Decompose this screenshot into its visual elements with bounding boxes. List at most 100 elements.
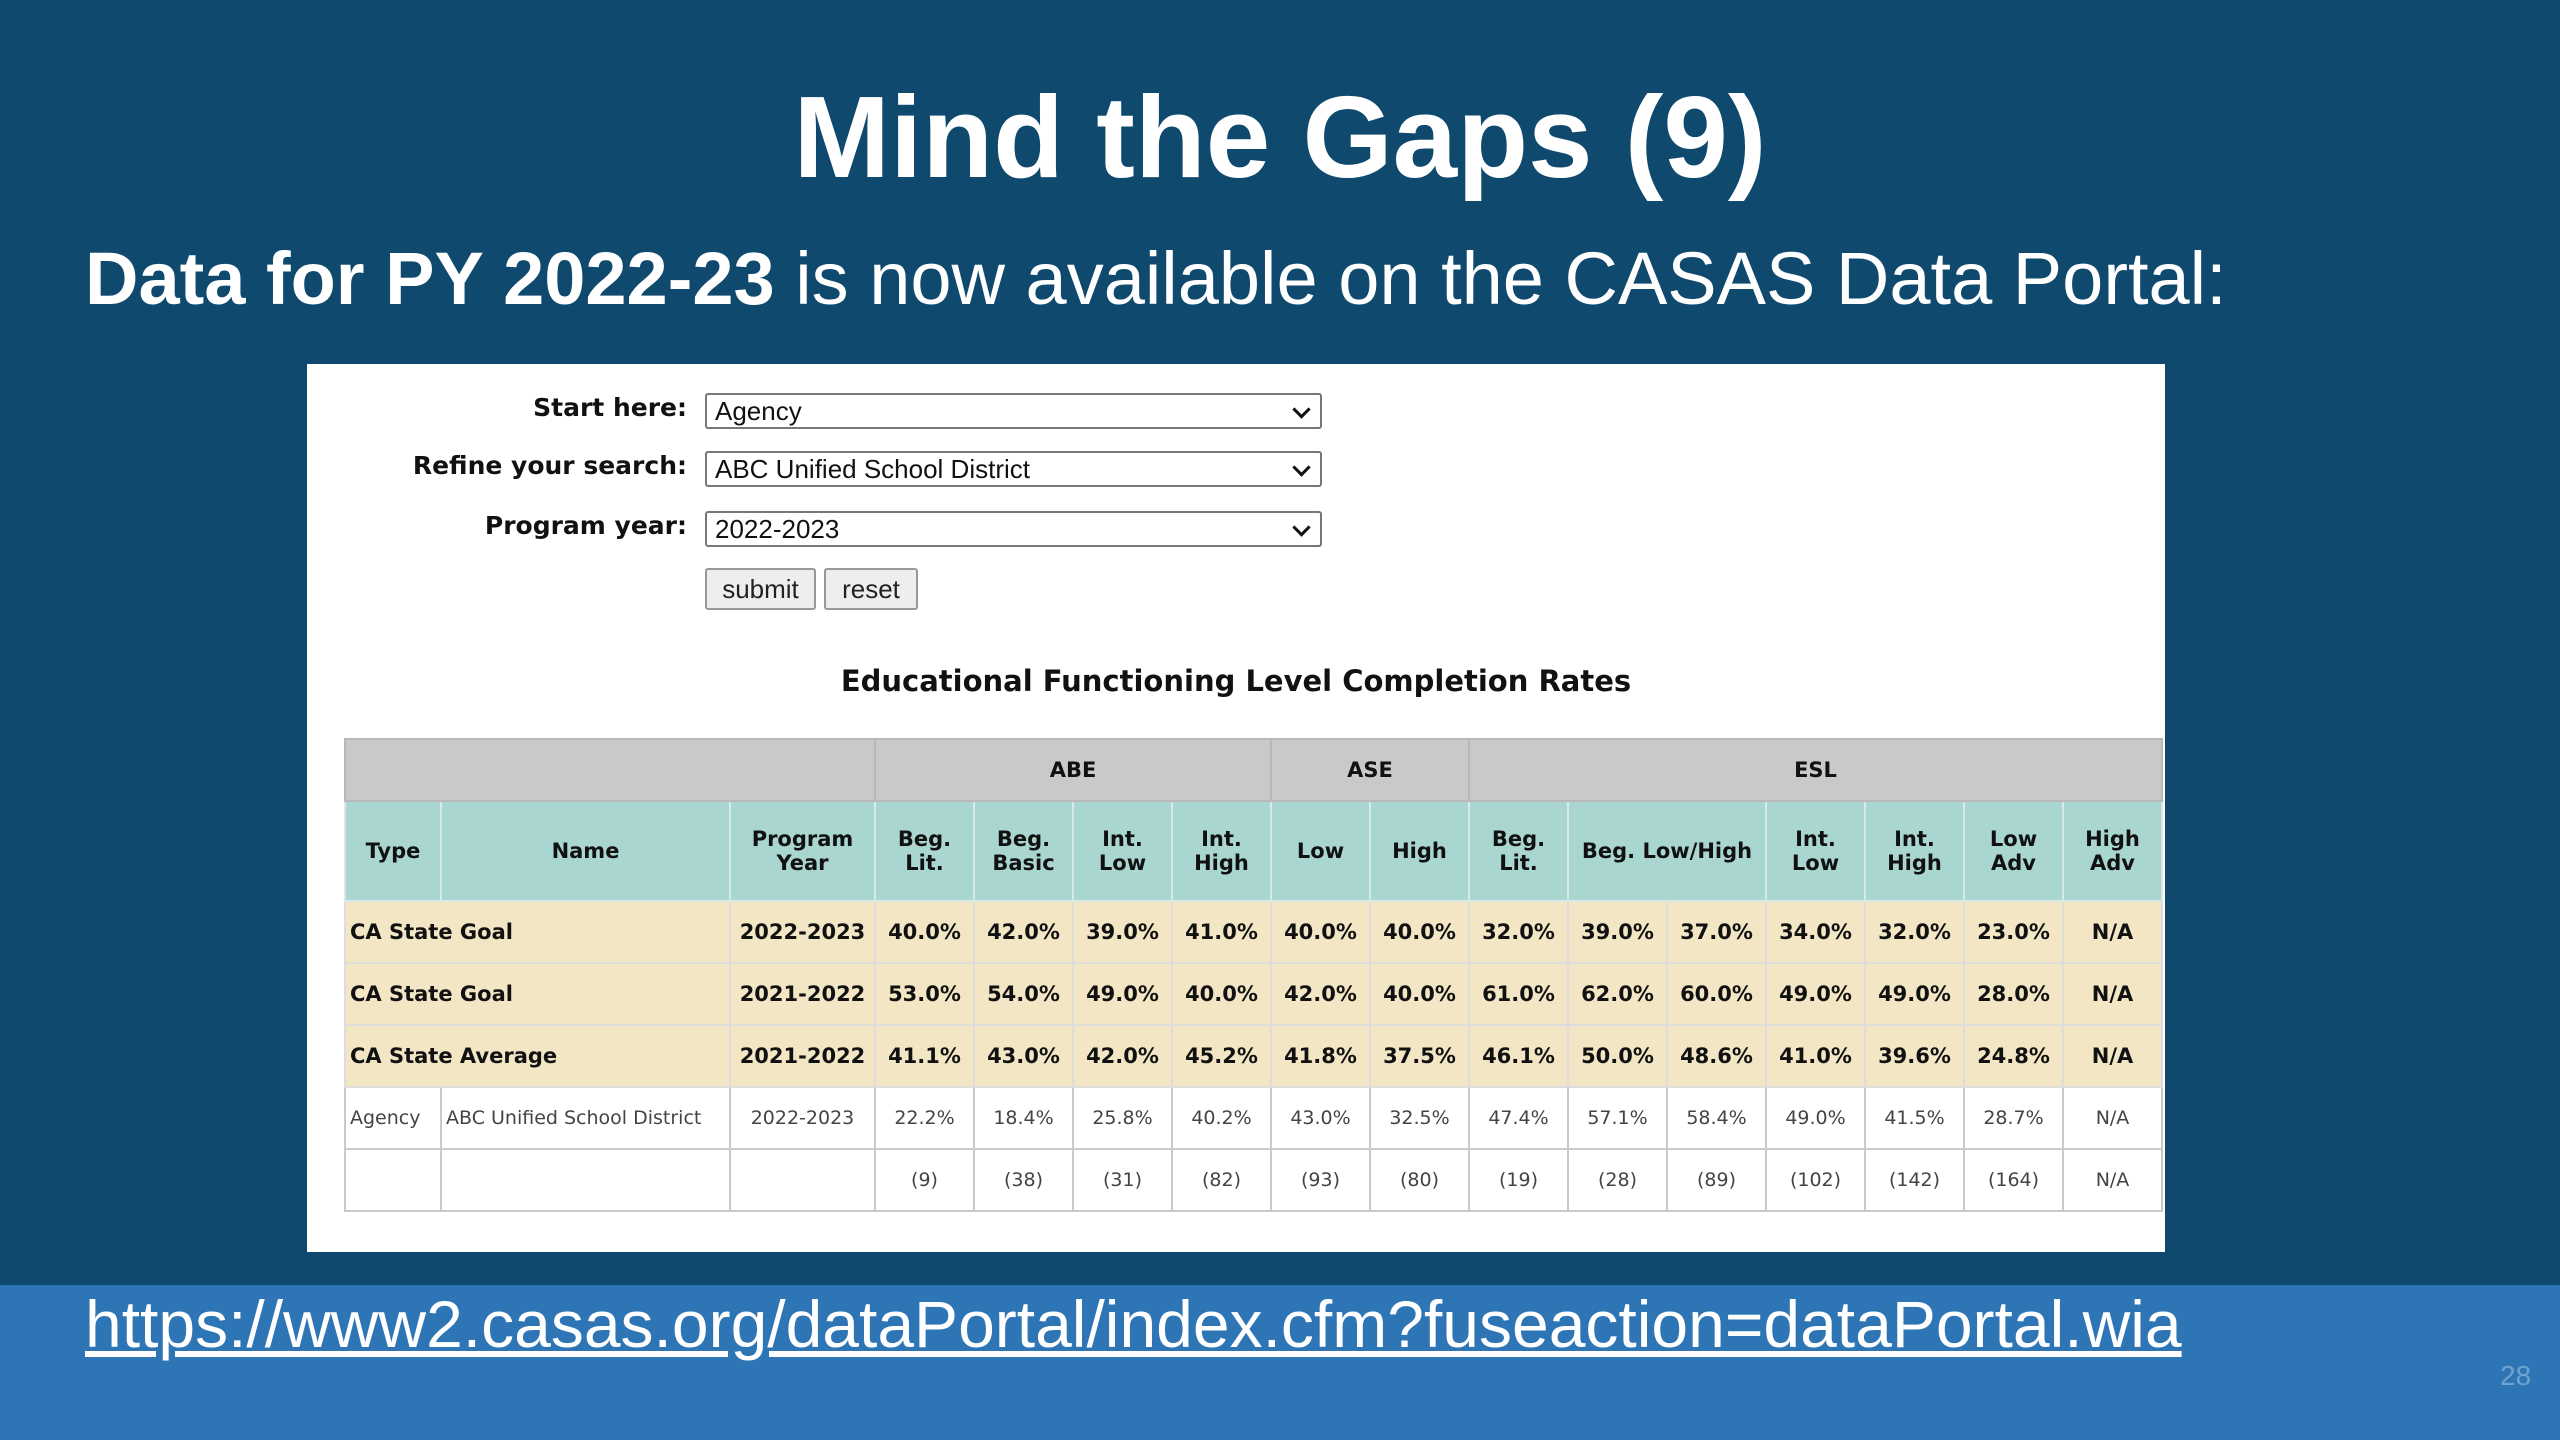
table-cell: (9)	[874, 1148, 975, 1212]
table-cell: N/A	[2062, 1148, 2163, 1212]
slide-title: Mind the Gaps (9)	[793, 72, 1767, 202]
table-cell: 41.0%	[1765, 1024, 1866, 1088]
table-cell: 39.6%	[1864, 1024, 1965, 1088]
column-header: Type	[344, 800, 442, 902]
table-cell: 54.0%	[973, 962, 1074, 1026]
table-cell: 45.2%	[1171, 1024, 1272, 1088]
column-header: Name	[440, 800, 731, 902]
table-cell: 62.0%	[1567, 962, 1668, 1026]
table-cell: Agency	[344, 1086, 442, 1150]
page-number: 28	[2500, 1360, 2532, 1391]
table-cell: 53.0%	[874, 962, 975, 1026]
select[interactable]: ABC Unified School District	[705, 451, 1322, 487]
table-cell: 32.0%	[1468, 900, 1569, 964]
table-cell: (102)	[1765, 1148, 1866, 1212]
group-header: ABE	[874, 738, 1272, 802]
table-cell: 57.1%	[1567, 1086, 1668, 1150]
table-cell: 49.0%	[1765, 962, 1866, 1026]
select[interactable]: Agency	[705, 393, 1322, 429]
table-cell: ABC Unified School District	[440, 1086, 731, 1150]
table-cell: 47.4%	[1468, 1086, 1569, 1150]
table-cell: 42.0%	[1270, 962, 1371, 1026]
field-label: Start here:	[533, 393, 687, 422]
table-cell: N/A	[2062, 900, 2163, 964]
table-cell: 58.4%	[1666, 1086, 1767, 1150]
table-cell: 41.1%	[874, 1024, 975, 1088]
table-cell: 46.1%	[1468, 1024, 1569, 1088]
column-header: Beg. Lit.	[874, 800, 975, 902]
table-cell: (93)	[1270, 1148, 1371, 1212]
table-cell: 40.2%	[1171, 1086, 1272, 1150]
table-cell: 41.5%	[1864, 1086, 1965, 1150]
table-cell: 34.0%	[1765, 900, 1866, 964]
table-cell: 41.0%	[1171, 900, 1272, 964]
table-cell: 28.0%	[1963, 962, 2064, 1026]
group-header: ESL	[1468, 738, 2163, 802]
table-cell: 2022-2023	[729, 1086, 876, 1150]
table-cell: 23.0%	[1963, 900, 2064, 964]
table-cell: (31)	[1072, 1148, 1173, 1212]
table-title: Educational Functioning Level Completion…	[840, 664, 1632, 698]
table-cell: 32.0%	[1864, 900, 1965, 964]
table-cell: 2021-2022	[729, 1024, 876, 1088]
reset-button[interactable]: reset	[824, 568, 918, 610]
table-cell: 39.0%	[1072, 900, 1173, 964]
column-header: Beg. Basic	[973, 800, 1074, 902]
table-cell: 42.0%	[973, 900, 1074, 964]
screenshot-panel: Start here: Agency Refine your search: A…	[307, 364, 2165, 1252]
table-cell: 49.0%	[1864, 962, 1965, 1026]
table-cell: 37.0%	[1666, 900, 1767, 964]
subtitle: Data for PY 2022-23 is now available on …	[85, 236, 2227, 321]
column-header: Beg. Low/High	[1567, 800, 1767, 902]
table-row: CA State Goal 2021-2022 53.0% 54.0% 49.0% 40.…	[344, 962, 2163, 1026]
portal-link[interactable]: https://www2.casas.org/dataPortal/index.…	[85, 1287, 2182, 1361]
column-header: Low	[1270, 800, 1371, 902]
table-cell: (142)	[1864, 1148, 1965, 1212]
table-cell: (89)	[1666, 1148, 1767, 1212]
table-cell: 22.2%	[874, 1086, 975, 1150]
table-cell	[344, 1148, 442, 1212]
select[interactable]: 2022-2023	[705, 511, 1322, 547]
header-cell	[344, 738, 876, 802]
table-cell: 40.0%	[1270, 900, 1371, 964]
table-cell	[729, 1148, 876, 1212]
table-cell: 43.0%	[973, 1024, 1074, 1088]
table-cell: 39.0%	[1567, 900, 1668, 964]
table-cell: 40.0%	[1369, 962, 1470, 1026]
data-table: ABE ASE ESL Type Name Program Year Beg. Lit. Be…	[344, 738, 2163, 1212]
table-row: (9) (38) (31) (82) (93) (80) (19) (28) (89) (102)…	[344, 1148, 2163, 1212]
table-cell: 41.8%	[1270, 1024, 1371, 1088]
submit-button[interactable]: submit	[705, 568, 816, 610]
table-cell: 37.5%	[1369, 1024, 1470, 1088]
table-cell: CA State Goal	[344, 900, 731, 964]
table-cell: CA State Goal	[344, 962, 731, 1026]
subtitle-bold: Data for PY 2022-23	[85, 237, 775, 320]
column-header: Int. High	[1171, 800, 1272, 902]
table-cell: 60.0%	[1666, 962, 1767, 1026]
table-cell: 40.0%	[874, 900, 975, 964]
column-header: Beg. Lit.	[1468, 800, 1569, 902]
table-cell: 25.8%	[1072, 1086, 1173, 1150]
table-cell: 28.7%	[1963, 1086, 2064, 1150]
column-header: Program Year	[729, 800, 876, 902]
group-header: ASE	[1270, 738, 1470, 802]
table-row: ABE ASE ESL	[344, 738, 2163, 802]
table-cell: N/A	[2062, 1024, 2163, 1088]
column-header: Int. Low	[1072, 800, 1173, 902]
table-row: Type Name Program Year Beg. Lit. Beg. Basic I…	[344, 800, 2163, 902]
table-cell: 32.5%	[1369, 1086, 1470, 1150]
column-header: High Adv	[2062, 800, 2163, 902]
table-row: Agency ABC Unified School District 2022-20…	[344, 1086, 2163, 1150]
column-header: Int. High	[1864, 800, 1965, 902]
table-cell: (164)	[1963, 1148, 2064, 1212]
table-cell: N/A	[2062, 962, 2163, 1026]
table-cell: 49.0%	[1765, 1086, 1866, 1150]
table-cell: 40.0%	[1369, 900, 1470, 964]
table-cell: 2022-2023	[729, 900, 876, 964]
table-cell: 48.6%	[1666, 1024, 1767, 1088]
subtitle-rest: is now available on the CASAS Data Porta…	[795, 237, 2227, 320]
table-cell: 61.0%	[1468, 962, 1569, 1026]
table-row: CA State Average 2021-2022 41.1% 43.0% 42.0%…	[344, 1024, 2163, 1088]
table-cell: N/A	[2062, 1086, 2163, 1150]
